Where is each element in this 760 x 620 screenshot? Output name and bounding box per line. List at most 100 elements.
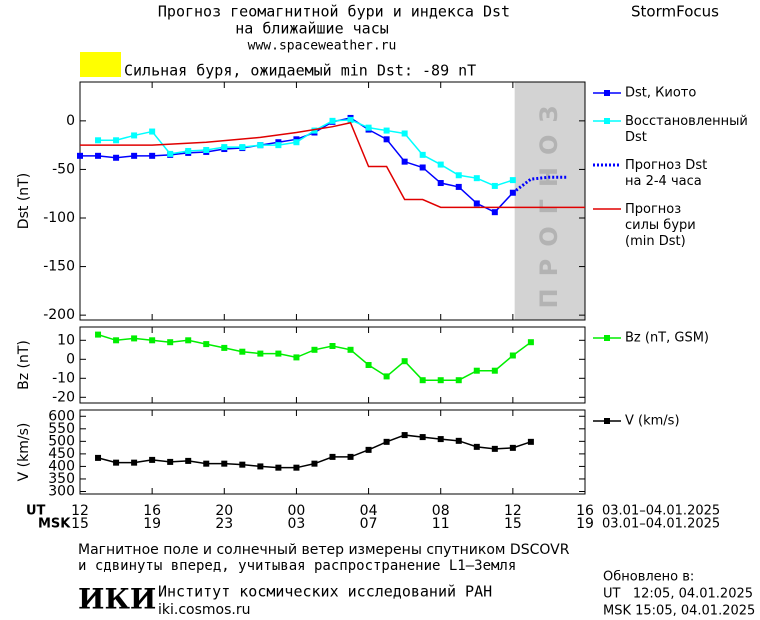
data-point	[491, 367, 498, 374]
title: Прогноз геомагнитной бури и индекса Dst	[158, 3, 510, 21]
data-point	[473, 443, 480, 450]
data-point	[527, 438, 534, 445]
forecast-region	[514, 82, 585, 320]
data-point	[95, 137, 102, 144]
data-point	[455, 183, 462, 190]
site: iki.cosmos.ru	[158, 602, 250, 618]
data-point	[239, 144, 246, 151]
x-tick-label: 11	[432, 516, 450, 532]
legend-marker	[604, 90, 610, 96]
data-point	[365, 362, 372, 368]
data-point	[383, 127, 390, 134]
y-axis-label: V (km/s)	[16, 423, 32, 482]
legend-label: Прогноз Dst на 2-4 часа	[625, 158, 707, 189]
storm-color	[80, 52, 121, 77]
data-point	[149, 152, 156, 159]
data-point	[509, 177, 516, 184]
subtitle: на ближайшие часы	[235, 20, 389, 38]
data-point	[455, 437, 462, 444]
data-point	[419, 377, 426, 384]
x-tick-label: 19	[143, 516, 161, 532]
date-range: 03.01–04.01.2025	[602, 504, 720, 519]
data-point	[149, 128, 156, 135]
data-point	[455, 377, 462, 384]
y-tick-label: 550	[48, 421, 75, 437]
data-point	[473, 175, 480, 182]
y-tick-label: 0	[66, 113, 75, 129]
y-tick-label: -10	[52, 370, 75, 386]
url: www.spaceweather.ru	[248, 39, 397, 54]
data-point	[311, 460, 318, 467]
x-tick-label: 04	[360, 503, 378, 519]
data-point	[275, 464, 282, 471]
data-point	[113, 137, 120, 144]
updated-ut: UT 12:05, 04.01.2025	[603, 587, 753, 602]
data-point	[203, 341, 210, 348]
data-point	[455, 172, 462, 179]
data-point	[437, 377, 444, 384]
data-point	[221, 144, 228, 151]
data-point	[167, 150, 174, 157]
data-point	[401, 158, 408, 165]
plot-frame	[79, 409, 586, 495]
data-point	[365, 446, 372, 453]
y-tick-label: -100	[43, 210, 75, 226]
data-point	[95, 152, 102, 159]
data-point	[293, 354, 300, 361]
data-point	[437, 161, 444, 168]
x-tick-label: 12	[71, 503, 89, 519]
x-tick-label: 20	[215, 503, 233, 519]
data-point	[401, 432, 408, 439]
x-tick-label: 00	[288, 503, 306, 519]
data-point	[347, 453, 354, 460]
data-point	[419, 434, 426, 441]
legend-marker	[604, 118, 610, 124]
data-point	[257, 142, 264, 149]
x-tick-label: 15	[504, 516, 522, 532]
y-tick-label: 500	[48, 433, 75, 449]
data-point	[329, 453, 336, 460]
data-point	[347, 346, 354, 353]
plot-frame	[79, 81, 586, 321]
storm-text: Сильная буря, ожидаемый min Dst: -89 nT	[124, 62, 476, 80]
data-point	[473, 367, 480, 374]
x-tick-label: 03	[288, 516, 306, 532]
data-point	[329, 117, 336, 124]
data-point	[527, 339, 534, 346]
plot-frame	[79, 326, 586, 404]
data-point	[365, 124, 372, 131]
data-point	[383, 438, 390, 445]
data-point	[185, 147, 192, 154]
data-point	[131, 459, 138, 466]
logo: ИКИ	[78, 583, 156, 616]
data-point	[149, 337, 156, 344]
y-tick-label: -50	[52, 161, 75, 177]
data-point	[275, 350, 282, 357]
x-tick-label: 12	[504, 503, 522, 519]
updated-msk: MSK 15:05, 04.01.2025	[603, 604, 755, 619]
y-axis-label: Bz (nT)	[16, 340, 32, 390]
data-point	[473, 200, 480, 207]
data-point	[275, 142, 282, 149]
data-point	[257, 463, 264, 470]
y-axis-label: Dst (nT)	[16, 173, 32, 229]
footnote: Магнитное поле и солнечный ветер измерен…	[78, 542, 570, 558]
y-tick-label: 400	[48, 458, 75, 474]
legend-marker	[604, 335, 610, 341]
data-point	[401, 358, 408, 365]
y-tick-label: 350	[48, 471, 75, 487]
data-point	[113, 337, 120, 344]
data-point	[491, 445, 498, 452]
data-point	[491, 182, 498, 189]
series-line	[80, 121, 585, 209]
data-point	[293, 464, 300, 471]
legend-label: Bz (nT, GSM)	[625, 331, 709, 346]
data-point	[239, 348, 246, 355]
y-tick-label: 300	[48, 483, 75, 499]
data-point	[437, 180, 444, 187]
legend-marker	[604, 418, 610, 424]
data-point	[419, 151, 426, 158]
data-point	[509, 444, 516, 451]
y-tick-label: -20	[52, 389, 75, 405]
